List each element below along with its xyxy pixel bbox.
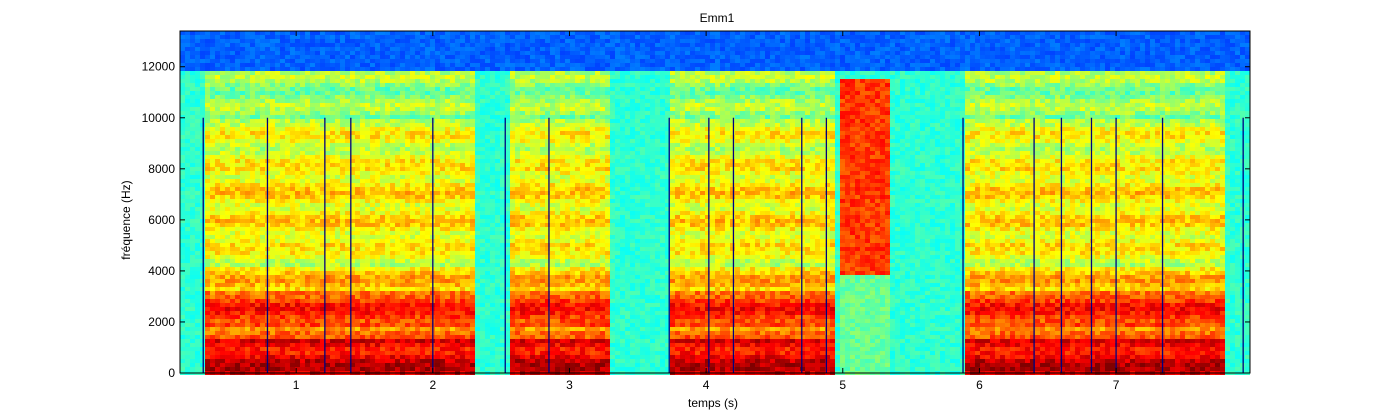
axes: 1 2 3 4 5 6 7 0 2000 4000 6000 8000 10000 12000 — [142, 30, 1251, 392]
x-tick-label: 4 — [703, 378, 710, 392]
y-tick-label: 10000 — [142, 111, 176, 125]
plot-area — [180, 31, 1250, 375]
y-tick-label: 4000 — [148, 264, 175, 278]
y-tick-label: 8000 — [148, 162, 175, 176]
chart-title: Emm1 — [700, 11, 735, 25]
x-tick-label: 7 — [1113, 378, 1120, 392]
y-tick-label: 2000 — [148, 315, 175, 329]
x-tick-label: 1 — [293, 378, 300, 392]
y-tick-label: 12000 — [142, 60, 176, 74]
x-axis-label: temps (s) — [688, 396, 738, 410]
x-tick-label: 6 — [976, 378, 983, 392]
y-tick-label: 0 — [168, 366, 175, 380]
y-axis-label: fréquence (Hz) — [119, 180, 133, 259]
x-tick-label: 2 — [429, 378, 436, 392]
x-tick-label: 3 — [566, 378, 573, 392]
x-tick-label: 5 — [839, 378, 846, 392]
y-tick-label: 6000 — [148, 213, 175, 227]
